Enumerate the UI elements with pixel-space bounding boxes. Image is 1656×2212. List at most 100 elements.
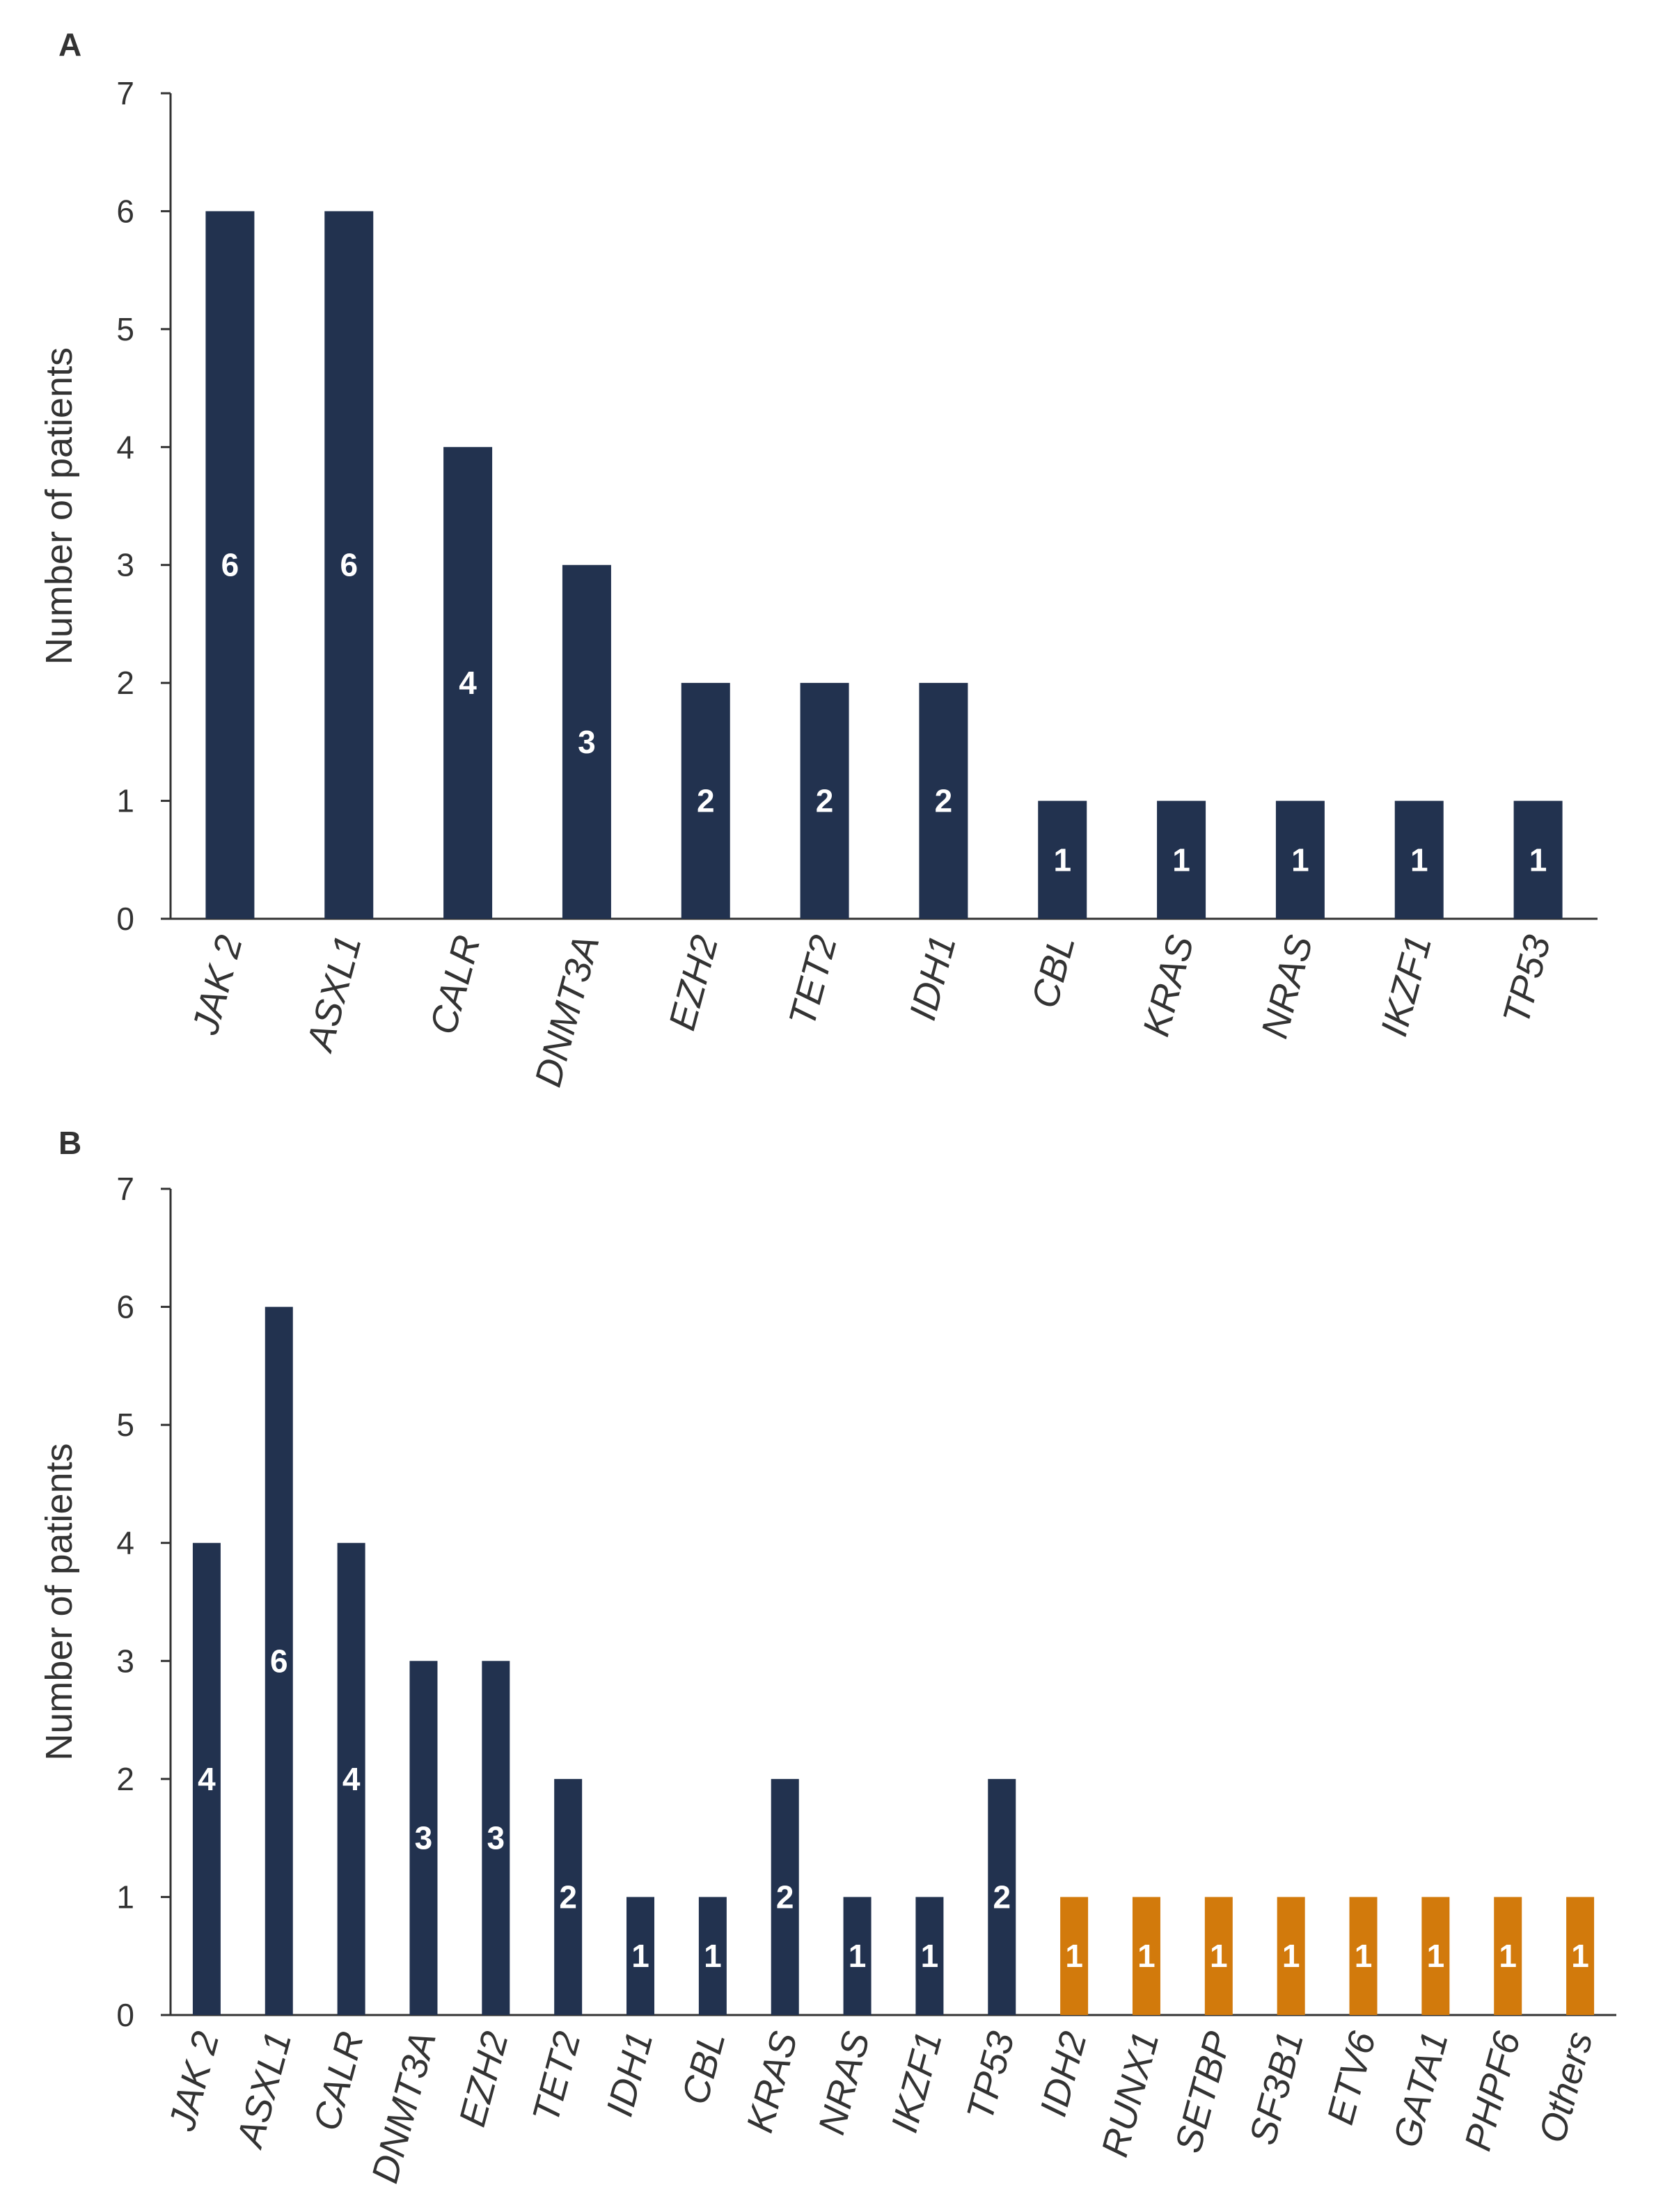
bar (771, 1778, 799, 2015)
y-tick-label: 2 (116, 1761, 134, 1797)
bar (205, 211, 255, 919)
data-label: 1 (631, 1938, 649, 1974)
bar (698, 1897, 727, 2015)
x-tick-label: NRAS (1254, 931, 1321, 1043)
x-tick-label: TP53 (959, 2028, 1023, 2125)
chart-panel-a: A 0 1 2 3 4 5 6 7 Number of patients 6 JAK 2 6 ASXL1 4… (38, 26, 1598, 1091)
data-label: 4 (198, 1761, 216, 1797)
x-tick-label: CBL (674, 2028, 733, 2109)
data-label: 1 (1529, 842, 1547, 878)
bar (443, 447, 493, 919)
x-tick-label: KRAS (1135, 931, 1202, 1041)
bar (1277, 1897, 1305, 2015)
data-label: 1 (1355, 1938, 1373, 1974)
data-label: 1 (1427, 1938, 1445, 1974)
data-label: 6 (270, 1643, 288, 1679)
x-tick-label: DNMT3A (364, 2028, 444, 2188)
bar (1275, 800, 1325, 919)
bar (482, 1661, 510, 2015)
data-label: 6 (221, 547, 239, 583)
bar (1494, 1897, 1522, 2015)
x-tick-label: CBL (1024, 931, 1083, 1013)
x-tick-label: DNMT3A (527, 931, 607, 1091)
bar (409, 1661, 438, 2015)
data-label: 1 (704, 1938, 722, 1974)
y-tick-label: 3 (116, 547, 134, 583)
y-tick-label: 4 (116, 1525, 134, 1561)
bar (800, 683, 849, 919)
data-label: 1 (1053, 842, 1071, 878)
x-tick-label: Others (1531, 2028, 1601, 2147)
bar (915, 1897, 944, 2015)
panel-label: B (58, 1125, 81, 1161)
chart-panel-b: B 0 1 2 3 4 5 6 7 Number of patients 4 JAK 2 6 ASXL1 4… (38, 1125, 1616, 2188)
x-tick-label: IDH1 (599, 2028, 661, 2121)
x-tick-label: KRAS (739, 2028, 805, 2138)
bar (681, 683, 730, 919)
y-tick-label: 3 (116, 1643, 134, 1679)
x-tick-label: IDH1 (901, 931, 964, 1025)
data-label: 2 (935, 783, 953, 819)
data-label: 1 (1065, 1938, 1083, 1974)
y-tick-label: 4 (116, 429, 134, 465)
x-tick-label: JAK 2 (161, 2028, 228, 2136)
x-tick-label: NRAS (810, 2028, 878, 2139)
bar (554, 1778, 583, 2015)
bar (192, 1542, 221, 2015)
x-tick-label: CALR (306, 2028, 372, 2135)
x-tick-label: SETBP (1167, 2028, 1240, 2158)
data-label: 2 (816, 783, 834, 819)
bar (1394, 800, 1444, 919)
data-label: 3 (487, 1820, 505, 1856)
data-label: 1 (1571, 1938, 1589, 1974)
panel-label: A (58, 26, 81, 63)
bar (562, 564, 611, 919)
data-label: 1 (849, 1938, 867, 1974)
y-tick-label: 5 (116, 1407, 134, 1443)
bar (1421, 1897, 1450, 2015)
x-tick-label: PHPF6 (1457, 2027, 1529, 2156)
bar (1157, 800, 1206, 919)
bar (988, 1778, 1016, 2015)
y-tick-label: 5 (116, 311, 134, 347)
y-tick-label: 6 (116, 1289, 134, 1325)
bar (324, 211, 374, 919)
data-label: 1 (1137, 1938, 1156, 1974)
bar (1060, 1897, 1089, 2015)
data-label: 1 (1291, 842, 1309, 878)
y-tick-label: 0 (116, 1997, 134, 2033)
y-tick-label: 1 (116, 783, 134, 819)
y-tick-label: 1 (116, 1879, 134, 1915)
y-axis-title: Number of patients (38, 347, 80, 665)
x-tick-label: EZH2 (451, 2028, 516, 2131)
data-label: 1 (1499, 1938, 1517, 1974)
bar (337, 1542, 365, 2015)
x-tick-label: IKZF1 (1373, 931, 1440, 1041)
x-tick-label: ETV6 (1319, 2027, 1384, 2129)
bar (265, 1306, 293, 2015)
data-label: 1 (1410, 842, 1428, 878)
x-tick-label: GATA1 (1385, 2028, 1456, 2152)
bar (1513, 800, 1563, 919)
y-tick-label: 2 (116, 665, 134, 701)
x-tick-label: ASXL1 (299, 931, 370, 1057)
x-tick-label: TET2 (525, 2028, 589, 2127)
x-tick-label: IKZF1 (883, 2028, 950, 2138)
x-tick-label: EZH2 (661, 931, 727, 1035)
data-label: 1 (921, 1938, 939, 1974)
data-label: 2 (559, 1879, 577, 1915)
bar (1566, 1897, 1595, 2015)
data-label: 1 (1210, 1938, 1228, 1974)
bar (1349, 1897, 1378, 2015)
y-tick-label: 7 (116, 75, 134, 111)
data-label: 3 (578, 724, 596, 760)
data-label: 1 (1282, 1938, 1300, 1974)
data-label: 1 (1172, 842, 1190, 878)
bar (1038, 800, 1087, 919)
bar (1204, 1897, 1233, 2015)
x-tick-label: JAK 2 (184, 931, 251, 1040)
data-label: 4 (459, 665, 477, 701)
x-tick-label: SF3B1 (1242, 2028, 1312, 2149)
data-label: 4 (342, 1761, 361, 1797)
